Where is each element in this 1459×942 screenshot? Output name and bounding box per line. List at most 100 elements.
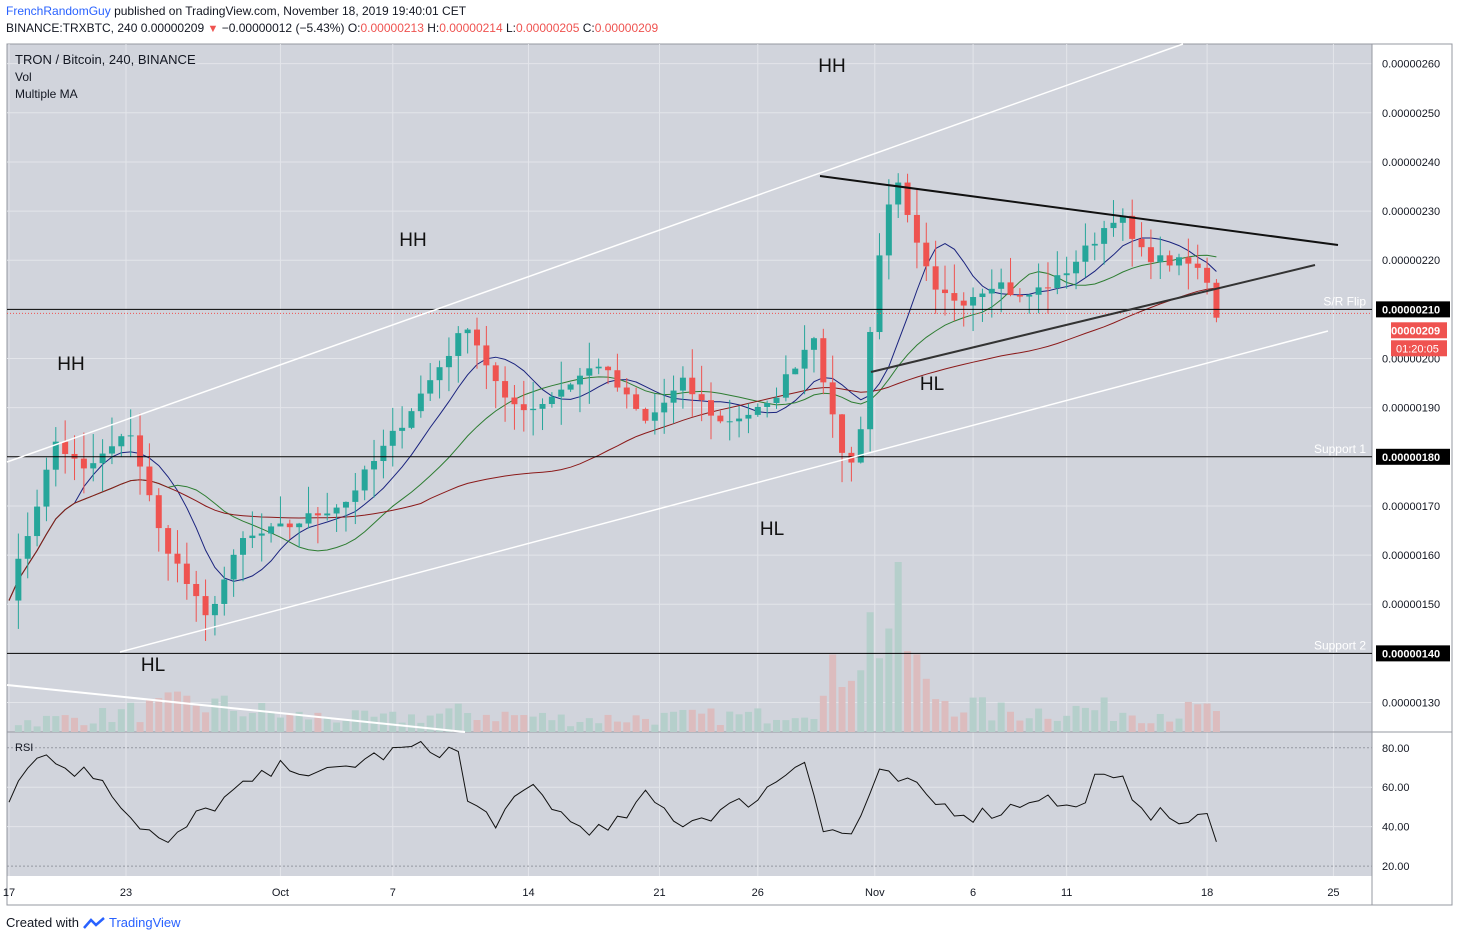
volume-bar bbox=[782, 720, 790, 732]
x-tick-label: 23 bbox=[120, 887, 132, 899]
candle-body bbox=[127, 435, 134, 437]
candle bbox=[1119, 208, 1126, 241]
volume-bar bbox=[14, 725, 22, 732]
y-tick-label: 0.00000250 bbox=[1382, 108, 1440, 120]
candle bbox=[1138, 222, 1145, 257]
author-link[interactable]: FrenchRandomGuy bbox=[6, 4, 111, 18]
level-tag bbox=[1376, 645, 1450, 662]
candle bbox=[839, 413, 846, 483]
candle bbox=[932, 240, 939, 314]
candle bbox=[726, 399, 733, 441]
candle-body bbox=[810, 338, 817, 350]
volume-bar bbox=[323, 718, 331, 732]
candle bbox=[99, 439, 106, 492]
candle-body bbox=[511, 397, 518, 405]
candle bbox=[633, 387, 640, 411]
volume-bar bbox=[557, 714, 565, 732]
candle-body bbox=[1166, 255, 1173, 266]
volume-bar bbox=[726, 711, 734, 732]
level-label: Support 2 bbox=[1314, 638, 1366, 652]
candle bbox=[810, 336, 817, 373]
candle-body bbox=[408, 411, 415, 428]
volume-bar bbox=[89, 723, 97, 732]
pattern-annotation: HL bbox=[141, 655, 165, 676]
x-tick-label: 14 bbox=[522, 887, 534, 899]
candle bbox=[1035, 263, 1042, 314]
candle bbox=[324, 492, 331, 521]
candle-body bbox=[651, 412, 658, 421]
volume-bar bbox=[192, 705, 200, 732]
candle-body bbox=[1157, 255, 1164, 263]
volume-bar bbox=[801, 717, 809, 732]
tradingview-logo-icon bbox=[83, 916, 105, 929]
volume-bar bbox=[342, 720, 350, 732]
candle-body bbox=[1091, 243, 1098, 246]
level-tag-text: 0.00000210 bbox=[1382, 304, 1440, 316]
volume-bar bbox=[108, 722, 116, 732]
volume-bar bbox=[847, 680, 855, 732]
candle-body bbox=[24, 536, 31, 559]
candle bbox=[492, 362, 499, 409]
y-tick-label: 0.00000170 bbox=[1382, 501, 1440, 513]
candle-body bbox=[1129, 215, 1136, 239]
candle bbox=[651, 393, 658, 435]
volume-bar bbox=[829, 654, 837, 732]
candle bbox=[1007, 257, 1014, 297]
candle bbox=[15, 533, 22, 629]
candle bbox=[885, 179, 892, 280]
candle bbox=[155, 488, 162, 552]
y-tick-label: 0.00000160 bbox=[1382, 550, 1440, 562]
volume-bar bbox=[239, 716, 247, 732]
candle-body bbox=[202, 596, 209, 616]
rsi-label: RSI bbox=[15, 742, 33, 754]
candle-body bbox=[754, 406, 761, 415]
candle bbox=[474, 317, 480, 369]
candle bbox=[998, 268, 1005, 313]
candle-body bbox=[221, 579, 228, 604]
pattern-annotation: HH bbox=[399, 230, 426, 251]
candle-body bbox=[62, 441, 69, 454]
y-tick-label: 0.00000150 bbox=[1382, 599, 1440, 611]
candle bbox=[717, 410, 724, 424]
candle bbox=[165, 525, 172, 581]
candle-body bbox=[923, 242, 930, 267]
y-tick-label: 0.00000240 bbox=[1382, 157, 1440, 169]
rsi-line bbox=[8, 740, 1217, 844]
candle bbox=[268, 523, 275, 543]
price-pane-background bbox=[7, 44, 1372, 876]
tradingview-brand[interactable]: TradingView bbox=[108, 915, 181, 930]
low-value: 0.00000205 bbox=[516, 21, 580, 35]
candle bbox=[1016, 288, 1023, 303]
level-label: Support 1 bbox=[1314, 442, 1366, 456]
x-tick-label: 18 bbox=[1201, 887, 1213, 899]
volume-bar bbox=[773, 719, 781, 732]
volume-bar bbox=[576, 721, 584, 732]
published-text: published on TradingView.com, November 1… bbox=[114, 4, 467, 18]
volume-bar bbox=[585, 718, 593, 732]
candle-body bbox=[305, 513, 312, 524]
y-tick-label: 0.00000230 bbox=[1382, 206, 1440, 218]
candle-body bbox=[576, 375, 583, 385]
candle bbox=[829, 355, 836, 438]
candle-body bbox=[417, 393, 424, 412]
candle bbox=[511, 384, 518, 430]
level-tag-text: 0.00000140 bbox=[1382, 648, 1440, 660]
candle-body bbox=[389, 430, 396, 446]
y-tick-label: 0.00000260 bbox=[1382, 59, 1440, 71]
volume-bar bbox=[1044, 718, 1052, 732]
candle bbox=[62, 420, 69, 474]
candle-body bbox=[1110, 222, 1117, 229]
volume-bar bbox=[707, 708, 715, 732]
candle-body bbox=[764, 403, 771, 407]
candle-body bbox=[670, 390, 677, 403]
volume-bar bbox=[1109, 721, 1117, 732]
candle bbox=[942, 265, 948, 316]
volume-bar bbox=[145, 699, 153, 732]
candle-body bbox=[623, 387, 630, 395]
candle bbox=[567, 382, 574, 392]
volume-bar bbox=[613, 721, 621, 732]
y-tick-label: 0.00000200 bbox=[1382, 354, 1440, 366]
ma-fast-line bbox=[8, 237, 1217, 601]
candle-body bbox=[314, 513, 321, 516]
